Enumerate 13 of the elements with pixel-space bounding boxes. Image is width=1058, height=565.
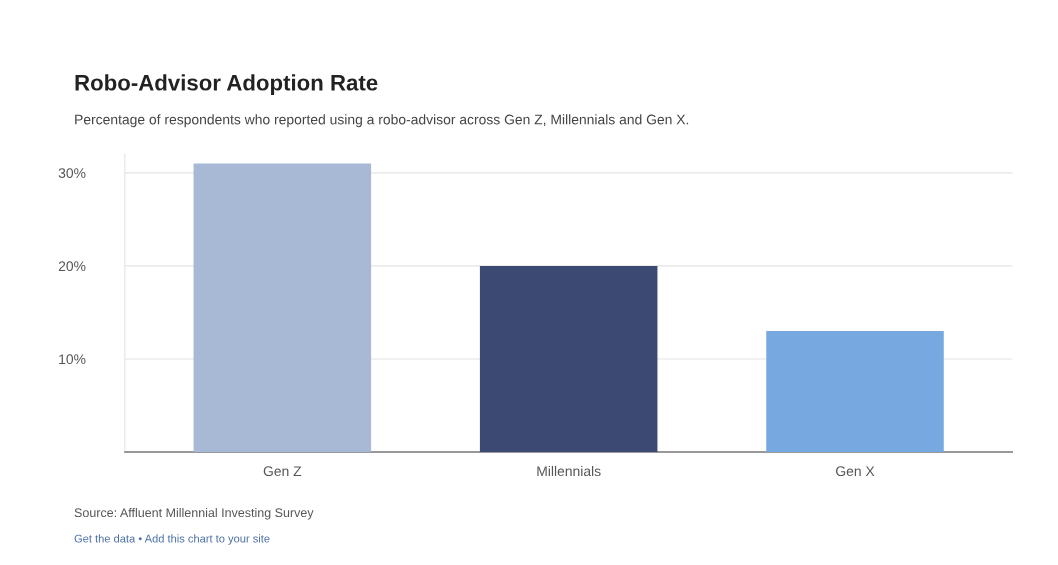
y-tick-label: 10% — [59, 354, 86, 365]
chart-subtitle: Percentage of respondents who reported using a robo-advisor across Gen Z, Millennials and Gen X. — [75, 114, 689, 128]
x-tick-label: Gen X — [836, 466, 875, 477]
chart-title: Robo-Advisor Adoption Rate — [75, 74, 378, 96]
text: Get the data • Add this chart to your site — [74, 534, 270, 545]
source-note: Source: Affluent Millennial Investing Survey — [74, 507, 314, 520]
bar — [479, 265, 658, 452]
x-tick-label: Gen Z — [263, 466, 302, 477]
x-tick-label: Millennials — [537, 465, 601, 477]
y-tick-label: 30% — [58, 168, 86, 179]
y-tick-label: 20% — [58, 261, 86, 272]
bar — [193, 163, 372, 452]
bar — [766, 331, 944, 452]
